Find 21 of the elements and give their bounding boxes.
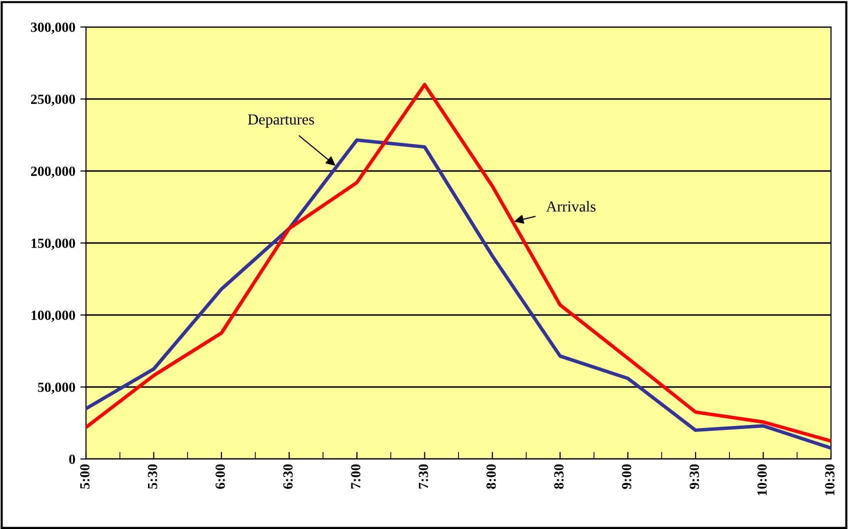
y-tick-label: 0 [69,454,76,464]
text: Departures [248,114,314,128]
x-tick-label: 5:30 [148,464,158,489]
x-tick-label: 10:00 [757,464,767,496]
y-tick-label: 150,000 [32,238,76,250]
y-tick-label: 250,000 [31,94,76,106]
y-tick-label: 50,000 [38,382,76,394]
x-tick-label: 9:30 [690,464,700,489]
x-tick-label: 8:30 [554,464,564,489]
x-tick-label: 6:00 [216,464,225,489]
y-tick-label: 100,000 [32,310,76,322]
x-tick-label: 8:00 [486,464,496,489]
x-tick-label: 9:00 [622,464,632,489]
x-tick-label: 6:30 [283,464,293,489]
text: Arrivals [546,200,596,212]
x-tick-label: 5:00 [80,464,90,489]
x-tick-label: 10:30 [825,464,835,496]
x-tick-label: 7:30 [418,464,428,489]
y-tick-label: 200,000 [31,166,76,178]
x-tick-label: 7:00 [351,464,360,489]
y-tick-label: 300,000 [30,22,76,34]
